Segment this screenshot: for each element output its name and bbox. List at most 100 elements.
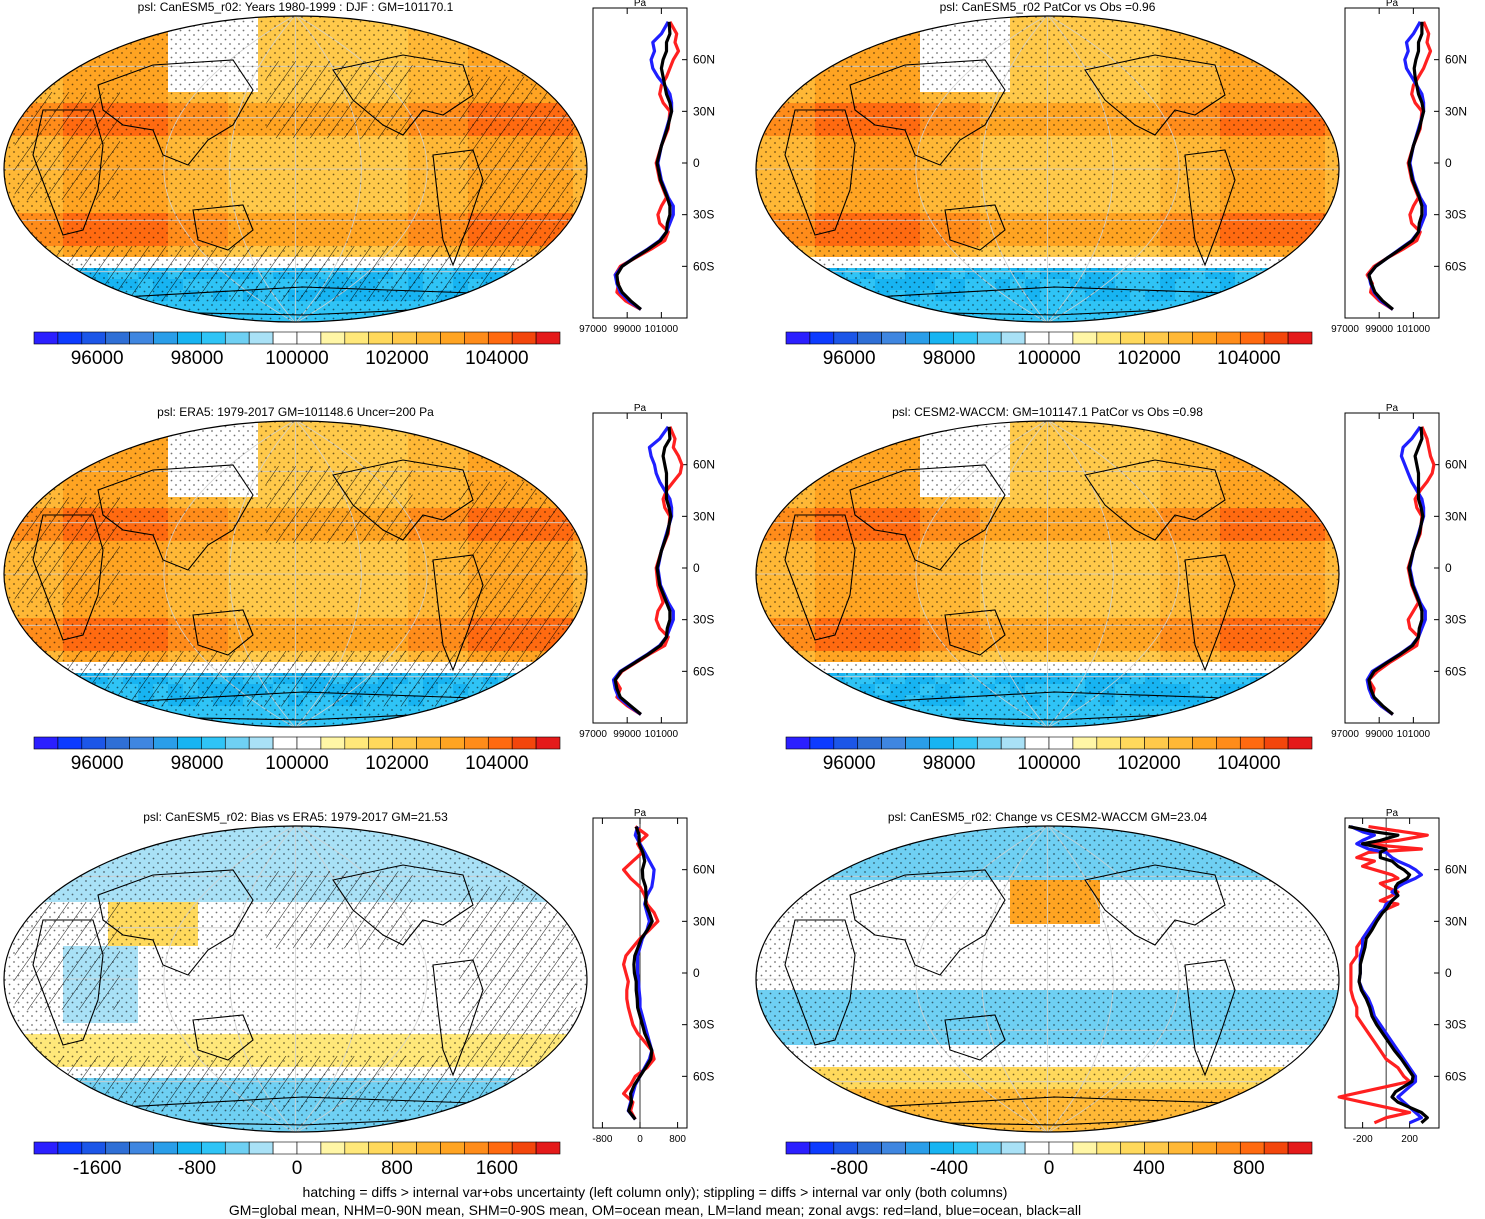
- colorbar-swatch: [58, 332, 82, 344]
- zonal-y-tick-label: 60N: [1445, 863, 1467, 877]
- colorbar-swatch: [1097, 737, 1121, 749]
- colorbar-swatch: [1145, 737, 1169, 749]
- colorbar-swatch: [1288, 737, 1312, 749]
- colorbar-swatch: [953, 1142, 977, 1154]
- colorbar-swatch: [977, 332, 1001, 344]
- colorbar-swatch: [1025, 332, 1049, 344]
- colorbar-swatch: [82, 1142, 106, 1154]
- colorbar-swatch: [440, 332, 464, 344]
- colorbar-swatch: [1145, 332, 1169, 344]
- colorbar-swatch: [273, 737, 297, 749]
- colorbar-label: 104000: [1217, 348, 1280, 369]
- zonal-x-tick-label: 99000: [1365, 729, 1393, 740]
- zonal-y-tick-label: 0: [1445, 561, 1452, 575]
- colorbar-swatch: [536, 332, 560, 344]
- zonal-y-tick-label: 0: [693, 561, 700, 575]
- colorbar-swatch: [1121, 332, 1145, 344]
- colorbar-swatch: [369, 737, 393, 749]
- colorbar-swatch: [882, 332, 906, 344]
- zonal-y-tick-label: 30S: [693, 613, 714, 627]
- zonal-x-tick-label: 99000: [1365, 324, 1393, 335]
- colorbar-swatch: [977, 737, 1001, 749]
- panel-top-left: psl: CanESM5_r02: Years 1980-1999 : DJF …: [0, 0, 735, 400]
- colorbar-swatch: [1169, 1142, 1193, 1154]
- zonal-x-tick-label: 101000: [1397, 729, 1431, 740]
- zonal-x-tick-label: 97000: [1331, 324, 1359, 335]
- colorbar-label: 98000: [171, 348, 224, 369]
- colorbar-swatch: [440, 1142, 464, 1154]
- colorbar-swatch: [536, 737, 560, 749]
- colorbar-swatch: [58, 737, 82, 749]
- colorbar-swatch: [977, 1142, 1001, 1154]
- colorbar-swatch: [249, 737, 273, 749]
- colorbar-swatch: [1001, 332, 1025, 344]
- zonal-y-tick-label: 60S: [1445, 1069, 1466, 1083]
- colorbar-swatch: [34, 737, 58, 749]
- zonal-axis-label: Pa: [1386, 808, 1399, 819]
- colorbar-label: 96000: [71, 348, 124, 369]
- zonal-y-tick-label: 60N: [1445, 53, 1467, 67]
- colorbar-swatch: [810, 737, 834, 749]
- colorbar-label: 100000: [1017, 348, 1080, 369]
- colorbar-swatch: [345, 1142, 369, 1154]
- colorbar-label: 98000: [171, 753, 224, 774]
- colorbar-label: 104000: [465, 753, 528, 774]
- colorbar-label: -400: [930, 1158, 968, 1179]
- colorbar-swatch: [858, 1142, 882, 1154]
- colorbar-swatch: [106, 737, 130, 749]
- colorbar-swatch: [1001, 737, 1025, 749]
- colorbar-swatch: [488, 1142, 512, 1154]
- colorbar-swatch: [154, 1142, 178, 1154]
- colorbar-swatch: [58, 1142, 82, 1154]
- colorbar-swatch: [249, 1142, 273, 1154]
- zonal-y-tick-label: 0: [1445, 966, 1452, 980]
- colorbar-swatch: [1264, 332, 1288, 344]
- world-map: [3, 825, 588, 1133]
- colorbar-label: 400: [1133, 1158, 1165, 1179]
- colorbar-swatch: [906, 1142, 930, 1154]
- zonal-x-tick-label: 800: [669, 1134, 686, 1145]
- zonal-y-tick-label: 60S: [693, 1069, 714, 1083]
- colorbar-label: -1600: [73, 1158, 122, 1179]
- world-map: [3, 420, 588, 728]
- colorbar-swatch: [834, 1142, 858, 1154]
- colorbar-label: 102000: [365, 753, 428, 774]
- colorbar-swatch: [201, 1142, 225, 1154]
- colorbar-label: 96000: [823, 753, 876, 774]
- zonal-y-tick-label: 30S: [1445, 613, 1466, 627]
- world-map: [755, 15, 1340, 323]
- zonal-x-tick-label: -800: [592, 1134, 612, 1145]
- zonal-x-tick-label: 101000: [645, 729, 679, 740]
- zonal-line-all: [629, 827, 653, 1120]
- footer-line-1: hatching = diffs > internal var+obs unce…: [0, 1184, 1310, 1201]
- colorbar-swatch: [345, 737, 369, 749]
- colorbar-swatch: [1288, 332, 1312, 344]
- colorbar-swatch: [1192, 1142, 1216, 1154]
- zonal-axis-label: Pa: [1386, 0, 1399, 9]
- colorbar-swatch: [369, 332, 393, 344]
- colorbar-swatch: [512, 1142, 536, 1154]
- colorbar-swatch: [1073, 332, 1097, 344]
- colorbar-swatch: [1240, 1142, 1264, 1154]
- colorbar-swatch: [130, 332, 154, 344]
- zonal-y-tick-label: 30S: [1445, 208, 1466, 222]
- colorbar-swatch: [953, 332, 977, 344]
- colorbar-swatch: [417, 332, 441, 344]
- colorbar-swatch: [1216, 332, 1240, 344]
- colorbar-swatch: [273, 1142, 297, 1154]
- zonal-axis-label: Pa: [634, 403, 647, 414]
- colorbar-label: 0: [292, 1158, 303, 1179]
- zonal-y-tick-label: 60N: [693, 863, 715, 877]
- colorbar-swatch: [1049, 1142, 1073, 1154]
- colorbar-swatch: [177, 332, 201, 344]
- zonal-y-tick-label: 30S: [1445, 1018, 1466, 1032]
- colorbar-label: -800: [178, 1158, 216, 1179]
- zonal-y-tick-label: 30N: [1445, 104, 1467, 118]
- colorbar-label: 104000: [1217, 753, 1280, 774]
